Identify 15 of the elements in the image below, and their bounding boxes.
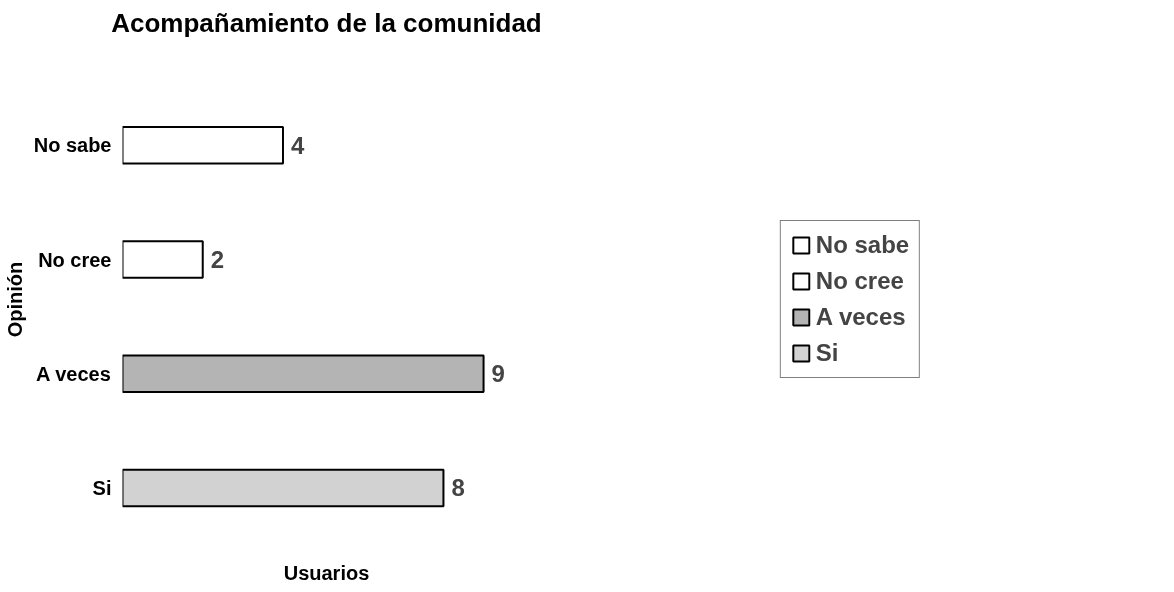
y-tick-label: No sabe (33, 134, 112, 157)
data-label: 2 (210, 246, 225, 274)
legend-label: A veces (815, 303, 906, 331)
legend-label: No cree (815, 267, 904, 295)
y-tick-label: No cree (38, 248, 112, 271)
data-label: 9 (491, 360, 505, 388)
y-tick-label: A veces (35, 362, 111, 385)
data-label: 8 (451, 474, 465, 502)
data-label: 4 (290, 131, 305, 159)
legend-label: Si (815, 339, 839, 367)
y-axis-title: Opinión (3, 261, 26, 338)
chart-title: Acompañamiento de la comunidad (111, 7, 542, 38)
y-tick-label: Si (92, 476, 112, 499)
x-axis-title: Usuarios (283, 561, 370, 584)
legend-label: No sabe (815, 231, 910, 259)
